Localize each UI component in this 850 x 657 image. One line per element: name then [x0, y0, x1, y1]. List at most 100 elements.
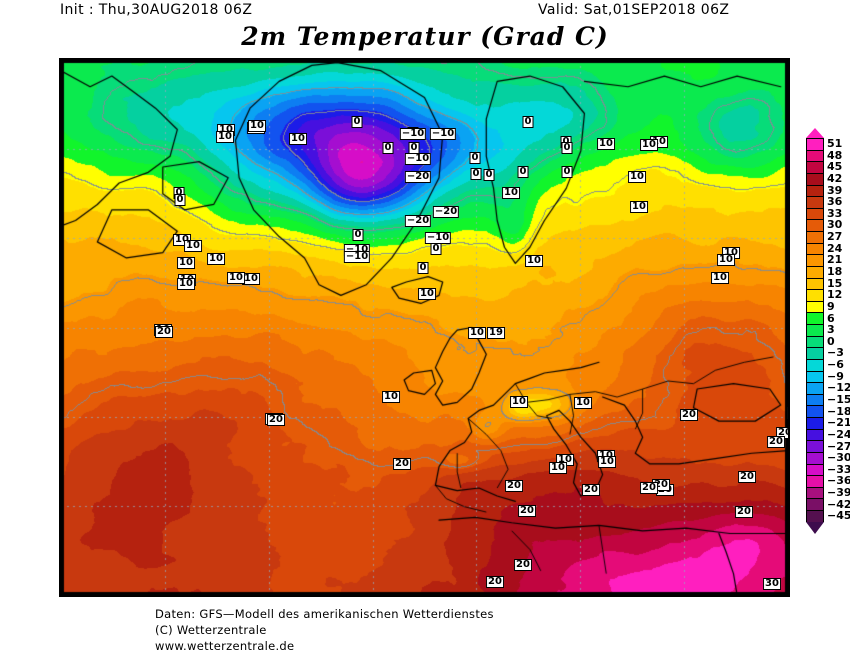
contour-label: 10	[418, 288, 436, 300]
colorbar-tick: 9	[827, 299, 835, 313]
colorbar-cell	[807, 266, 823, 279]
colorbar-cell	[807, 185, 823, 198]
colorbar-cell	[807, 487, 823, 500]
contour-label: 20	[155, 326, 173, 338]
colorbar-tick: −6	[827, 358, 844, 372]
colorbar-cell	[807, 429, 823, 442]
contour-label: 20	[680, 409, 698, 421]
colorbar-cell	[807, 325, 823, 337]
contour-label: 20	[267, 414, 285, 426]
contour-label: 10	[184, 240, 202, 252]
colorbar-cell	[807, 208, 823, 221]
colorbar-tick: 18	[827, 265, 843, 278]
colorbar-tick: 36	[827, 195, 843, 209]
colorbar-cell	[807, 243, 823, 256]
contour-label: 10	[216, 131, 234, 143]
contour-label: 10	[289, 133, 307, 145]
contour-label: 20	[582, 484, 600, 496]
colorbar-cell	[807, 511, 823, 523]
footer: Daten: GFS—Modell des amerikanischen Wet…	[155, 606, 755, 654]
contour-label: 10	[177, 257, 195, 269]
colorbar-tick: 0	[827, 334, 835, 348]
colorbar-cell	[807, 406, 823, 418]
colorbar-cell	[807, 348, 823, 360]
colorbar-cell	[807, 255, 823, 267]
colorbar-cell	[807, 464, 823, 477]
contour-label: 10	[525, 255, 543, 267]
colorbar-tick: 27	[827, 230, 843, 244]
contour-label: 0	[430, 243, 442, 255]
contour-label: 20	[486, 576, 504, 588]
contour-label: 0	[522, 116, 534, 128]
contour-label: 10	[227, 272, 245, 284]
colorbar-cell	[807, 383, 823, 395]
contour-label: 10	[468, 327, 486, 339]
contour-label: 0	[517, 166, 529, 178]
colorbar-tick: −42	[827, 497, 850, 511]
valid-time-label: Valid: Sat,01SEP2018 06Z	[538, 2, 730, 18]
contour-label: 20	[518, 505, 536, 517]
contour-label: −10	[399, 128, 427, 140]
colorbar-cell	[807, 313, 823, 325]
colorbar-cell	[807, 418, 823, 430]
contour-label: 10	[382, 391, 400, 403]
colorbar: 51 48 45 42 39 36 33 30 27 24 21 18 15 12 9 6 3 0 −3 −6 −9 −1…	[800, 128, 850, 540]
footer-website[interactable]: www.wetterzentrale.de	[155, 639, 295, 653]
contour-label: −20	[404, 171, 432, 183]
footer-data-source: Daten: GFS—Modell des amerikanischen Wet…	[155, 607, 494, 621]
contour-label: 0	[174, 194, 186, 206]
colorbar-cell	[807, 336, 823, 349]
colorbar-cell	[807, 371, 823, 384]
contour-label: 10	[711, 272, 729, 284]
colorbar-cell	[807, 476, 823, 488]
init-time-label: Init : Thu,30AUG2018 06Z	[60, 2, 253, 18]
colorbar-tick: 51	[827, 137, 843, 150]
contour-label: 0	[382, 142, 394, 154]
colorbar-tick: 45	[827, 160, 843, 174]
contour-label: 10	[549, 462, 567, 474]
contour-label: 10	[177, 278, 195, 290]
colorbar-tick: 48	[827, 148, 843, 162]
colorbar-tick: −24	[827, 427, 850, 441]
colorbar-tick: −39	[827, 486, 850, 500]
colorbar-tick: −30	[827, 451, 850, 465]
colorbar-cell	[807, 162, 823, 174]
colorbar-tick: 12	[827, 288, 843, 302]
colorbar-tick: −9	[827, 369, 844, 383]
contour-label: 10	[207, 253, 225, 265]
colorbar-tick: 30	[827, 218, 843, 232]
colorbar-strip	[806, 138, 824, 523]
colorbar-cell	[807, 394, 823, 407]
colorbar-tick: −27	[827, 439, 850, 453]
contour-label: 10	[628, 171, 646, 183]
contour-label: 20	[393, 458, 411, 470]
chart-header: Init : Thu,30AUG2018 06Z Valid: Sat,01SE…	[0, 0, 850, 22]
contour-label: 20	[738, 471, 756, 483]
contour-label: 0	[561, 142, 573, 154]
contour-label: 20	[787, 407, 788, 419]
temperature-map[interactable]: 101010101000−10−1000−100000−2000001010−2…	[59, 58, 790, 597]
contour-label: 10	[630, 201, 648, 213]
colorbar-tick: −12	[827, 381, 850, 395]
colorbar-tick: 21	[827, 253, 843, 267]
colorbar-cell	[807, 441, 823, 453]
colorbar-tick: −36	[827, 474, 850, 488]
contour-label: 10	[510, 396, 528, 408]
colorbar-max-arrow-icon	[806, 128, 824, 138]
contour-label: −10	[429, 128, 457, 140]
contour-label: −20	[432, 206, 460, 218]
colorbar-tick: −21	[827, 416, 850, 430]
colorbar-tick: 6	[827, 311, 835, 325]
contour-label: 10	[502, 187, 520, 199]
colorbar-cell	[807, 452, 823, 465]
colorbar-cell	[807, 359, 823, 372]
contour-label: 20	[767, 436, 785, 448]
colorbar-tick: −18	[827, 404, 850, 418]
colorbar-tick: −3	[827, 346, 844, 360]
colorbar-min-arrow-icon	[806, 522, 824, 534]
colorbar-tick: 15	[827, 276, 843, 290]
colorbar-cell	[807, 278, 823, 291]
colorbar-cell	[807, 499, 823, 511]
contour-label: 0	[417, 262, 429, 274]
colorbar-cell	[807, 150, 823, 163]
